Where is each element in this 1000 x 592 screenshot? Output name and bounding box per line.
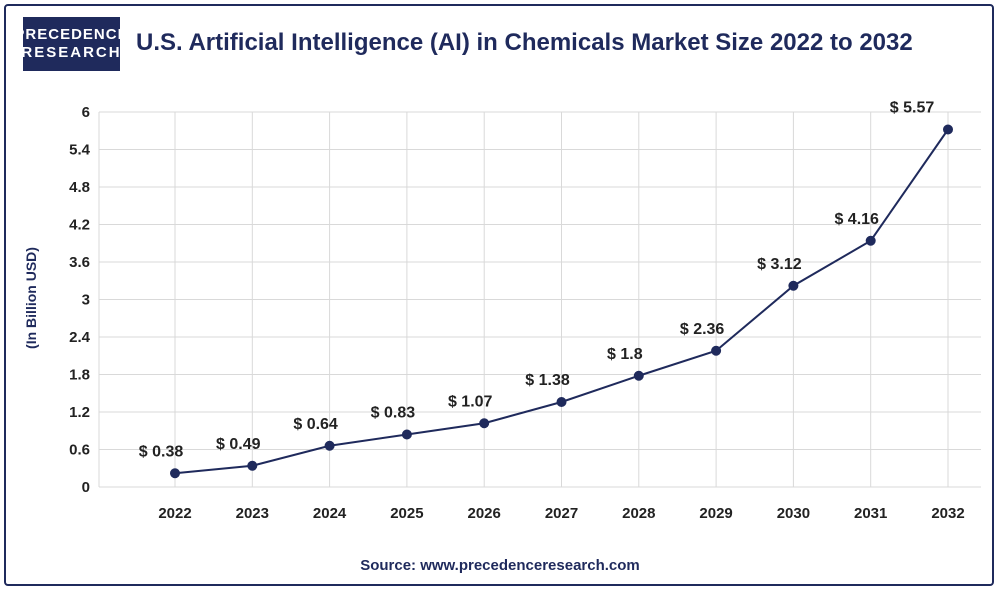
- data-point: [247, 460, 258, 471]
- y-tick-label: 1.8: [69, 367, 90, 384]
- data-label: $ 2.36: [680, 321, 725, 338]
- data-label: $ 1.8: [607, 346, 643, 363]
- y-tick-label: 1.2: [69, 404, 90, 421]
- x-tick-label: 2027: [545, 505, 578, 522]
- source-note: Source: www.precedenceresearch.com: [360, 557, 640, 574]
- data-points: [170, 124, 953, 479]
- data-point: [865, 235, 876, 246]
- data-point: [324, 440, 335, 451]
- chart-frame: [4, 4, 994, 586]
- y-tick-label: 3.6: [69, 254, 90, 271]
- x-tick-label: 2026: [468, 505, 501, 522]
- y-tick-label: 6: [82, 104, 90, 121]
- data-label: $ 0.38: [139, 443, 184, 460]
- brand-line-2: RESEARCH: [21, 44, 122, 61]
- y-axis-ticks: 0 0.6 1.2 1.8 2.4 3 3.6 4.2 4.8 5.4 6: [69, 104, 91, 496]
- data-point: [943, 124, 953, 135]
- data-point: [633, 370, 644, 381]
- x-tick-label: 2032: [931, 505, 964, 522]
- y-tick-label: 2.4: [69, 329, 91, 346]
- data-point: [711, 345, 722, 356]
- data-labels: $ 0.38 $ 0.49 $ 0.64 $ 0.83 $ 1.07 $ 1.38 $ 1.…: [139, 100, 935, 461]
- y-tick-label: 0.6: [69, 442, 90, 459]
- brand-line-1: PRECEDENCE: [14, 26, 129, 43]
- data-point: [479, 418, 490, 429]
- data-point: [788, 280, 799, 291]
- x-tick-label: 2029: [699, 505, 732, 522]
- y-tick-label: 4.2: [69, 217, 90, 234]
- y-tick-label: 0: [82, 479, 90, 496]
- x-tick-label: 2025: [390, 505, 423, 522]
- brand-logo: PRECEDENCE RESEARCH: [14, 17, 128, 71]
- data-label: $ 3.12: [757, 256, 802, 273]
- data-point: [556, 397, 567, 407]
- x-tick-label: 2022: [158, 505, 191, 522]
- y-axis-label: (In Billion USD): [23, 247, 39, 349]
- x-tick-label: 2030: [777, 505, 810, 522]
- data-label: $ 4.16: [834, 211, 879, 228]
- y-tick-label: 4.8: [69, 179, 90, 196]
- chart-title: U.S. Artificial Intelligence (AI) in Che…: [136, 29, 913, 56]
- data-label: $ 1.38: [525, 372, 570, 389]
- data-label: $ 0.83: [371, 405, 416, 422]
- y-tick-label: 5.4: [69, 142, 91, 159]
- data-label: $ 5.57: [890, 100, 935, 117]
- x-tick-label: 2024: [313, 505, 347, 522]
- grid-lines: [98, 111, 981, 488]
- data-label: $ 0.64: [293, 416, 338, 433]
- data-point: [170, 468, 180, 479]
- x-tick-label: 2028: [622, 505, 655, 522]
- x-tick-label: 2023: [236, 505, 269, 522]
- x-tick-label: 2031: [854, 505, 887, 522]
- data-label: $ 1.07: [448, 393, 493, 410]
- data-label: $ 0.49: [216, 436, 261, 453]
- y-tick-label: 3: [82, 292, 90, 309]
- data-point: [401, 429, 412, 440]
- x-axis-ticks: 2022 2023 2024 2025 2026 2027 2028 2029 2030 2031…: [158, 505, 964, 522]
